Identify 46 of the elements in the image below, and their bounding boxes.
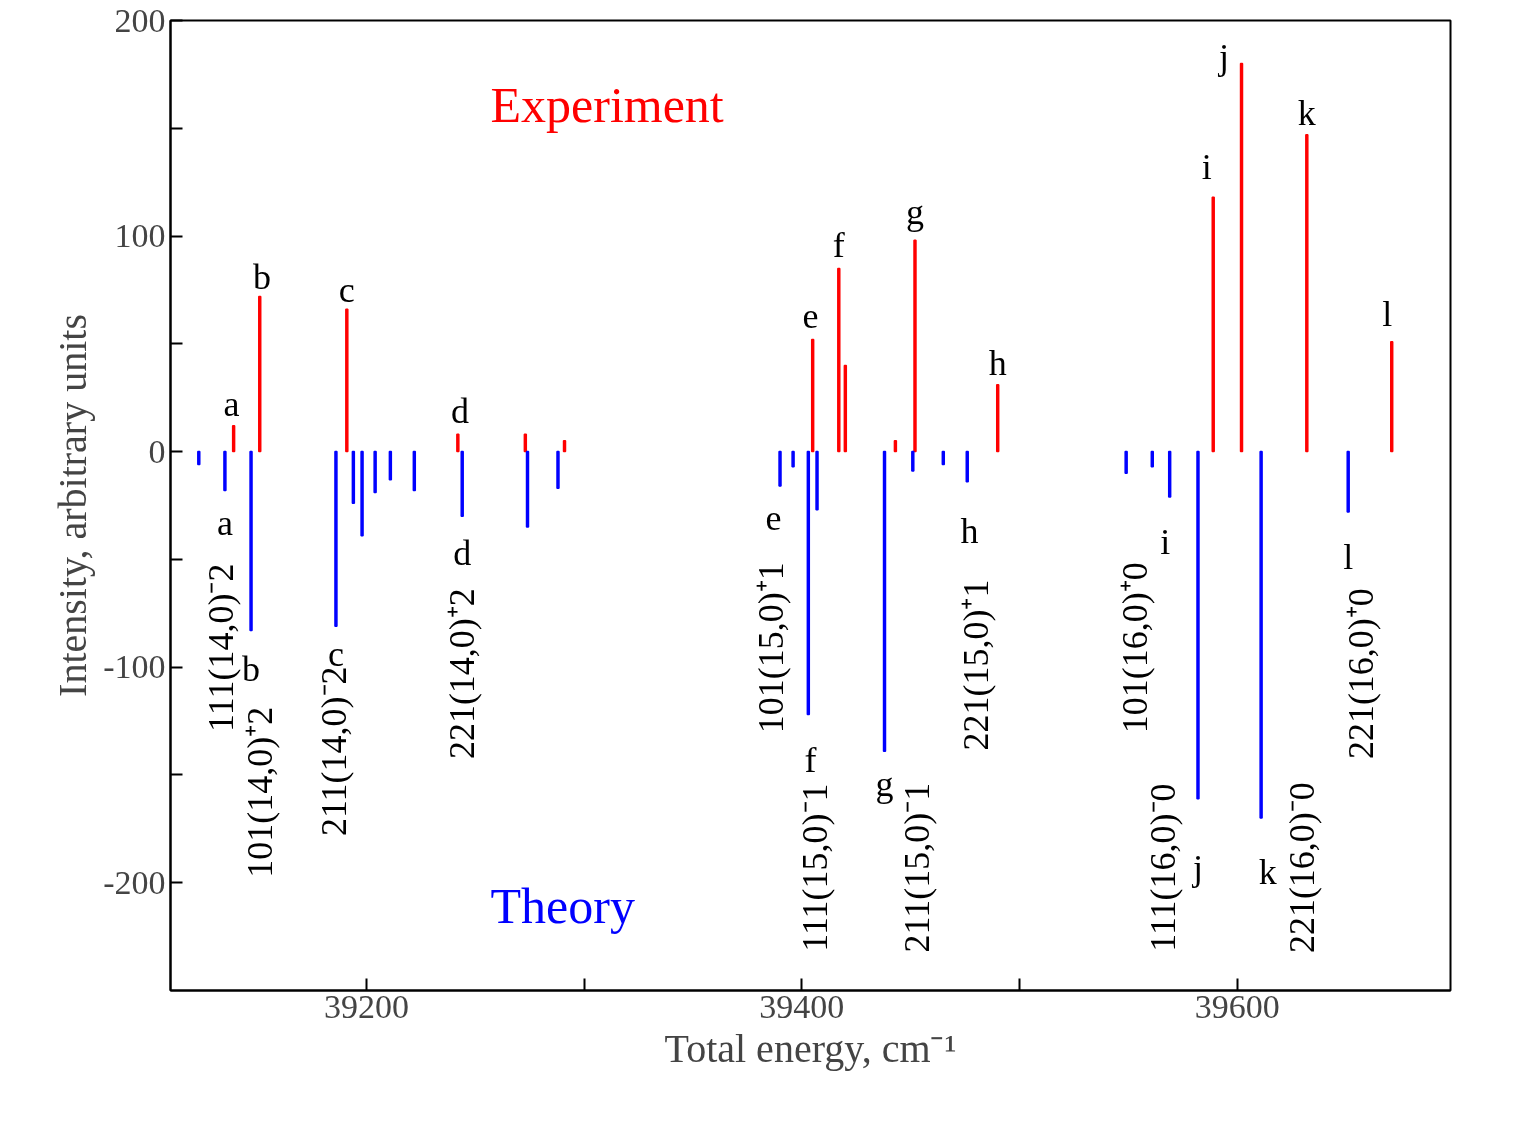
annotation: 111(16,0)⁻0	[1143, 783, 1184, 952]
y-tick-label: 0	[148, 432, 166, 470]
y-tick-label: 200	[114, 1, 166, 39]
x-axis-title: Total energy, cm⁻¹	[664, 1025, 957, 1071]
annotation: g	[905, 192, 924, 233]
annotation: k	[1258, 851, 1277, 892]
annotation: c	[338, 269, 355, 310]
text: Theory	[490, 878, 635, 935]
text: Experiment	[490, 76, 724, 133]
annotation: d	[451, 390, 470, 431]
annotation: a	[216, 502, 233, 543]
annotation: 111(15,0)⁻1	[794, 783, 835, 952]
annotation: b	[252, 257, 271, 298]
annotation: a	[223, 384, 240, 425]
annotation: h	[988, 343, 1007, 384]
annotation: f	[832, 224, 845, 265]
annotation: i	[1201, 147, 1212, 188]
annotation: 221(16,0)⁻0	[1282, 782, 1323, 954]
annotation: 101(15,0)⁺1	[751, 562, 792, 734]
annotation: j	[1190, 847, 1203, 888]
y-tick-label: -100	[103, 648, 166, 686]
annotation: k	[1297, 93, 1316, 134]
annotation: l	[1382, 293, 1393, 334]
annotation: e	[765, 498, 782, 539]
annotation: j	[1217, 37, 1230, 78]
annotation: i	[1160, 522, 1171, 563]
x-tick-label: 39600	[1194, 987, 1280, 1025]
annotation: b	[242, 649, 261, 690]
y-axis-title: Intensity, arbitrary units	[50, 314, 96, 697]
annotation: 221(16,0)⁺0	[1341, 588, 1382, 760]
annotation: f	[804, 739, 817, 780]
x-tick-label: 39400	[759, 987, 845, 1025]
annotation: 221(15,0)⁺1	[955, 579, 996, 751]
annotation: 211(15,0)⁻1	[897, 782, 938, 953]
annotation: l	[1343, 537, 1354, 578]
x-tick-label: 39200	[323, 987, 409, 1025]
annotation: 101(14,0)⁺2	[239, 706, 280, 878]
annotation: g	[875, 763, 894, 804]
annotation: d	[453, 532, 472, 573]
annotation: 101(16,0)⁺0	[1114, 562, 1155, 734]
annotation: h	[960, 511, 979, 552]
y-tick-label: 100	[114, 217, 166, 255]
annotation: 111(14,0)⁻2	[200, 563, 241, 732]
annotation: 221(14,0)⁺2	[442, 588, 483, 760]
annotation: e	[802, 295, 819, 336]
y-tick-label: -200	[103, 863, 166, 901]
